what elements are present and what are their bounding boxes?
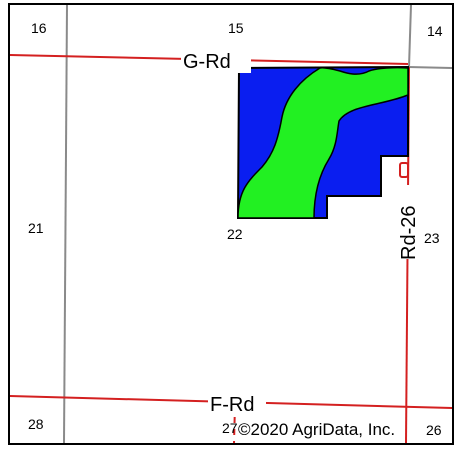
- section-14: 14: [427, 23, 443, 39]
- field-green-strip: [237, 66, 409, 219]
- road-label-g: G-Rd: [183, 51, 231, 73]
- section-15: 15: [228, 20, 244, 36]
- road-26-notch: [399, 162, 409, 178]
- road-label-g-bg: [181, 47, 251, 73]
- section-28: 28: [28, 416, 44, 432]
- section-16: 16: [31, 20, 47, 36]
- map-frame: 14 15 16 21 22 23 26 27 28 G-Rd F-Rd Rd-…: [8, 3, 454, 445]
- road-label-26: Rd-26: [398, 206, 420, 260]
- section-23: 23: [424, 230, 440, 246]
- road-label-26-bg: [394, 185, 420, 259]
- section-line-west: [63, 5, 68, 443]
- section-line-north-east: [407, 66, 452, 69]
- section-27: 27: [222, 420, 238, 436]
- section-line-east-upper: [408, 5, 412, 68]
- map-canvas: 14 15 16 21 22 23 26 27 28 G-Rd F-Rd Rd-…: [10, 5, 452, 443]
- road-label-f-bg: [208, 392, 266, 416]
- section-26: 26: [426, 422, 442, 438]
- copyright-label: ©2020 AgriData, Inc.: [238, 420, 395, 439]
- section-21: 21: [28, 220, 44, 236]
- road-label-f: F-Rd: [210, 394, 254, 416]
- section-22: 22: [227, 226, 243, 242]
